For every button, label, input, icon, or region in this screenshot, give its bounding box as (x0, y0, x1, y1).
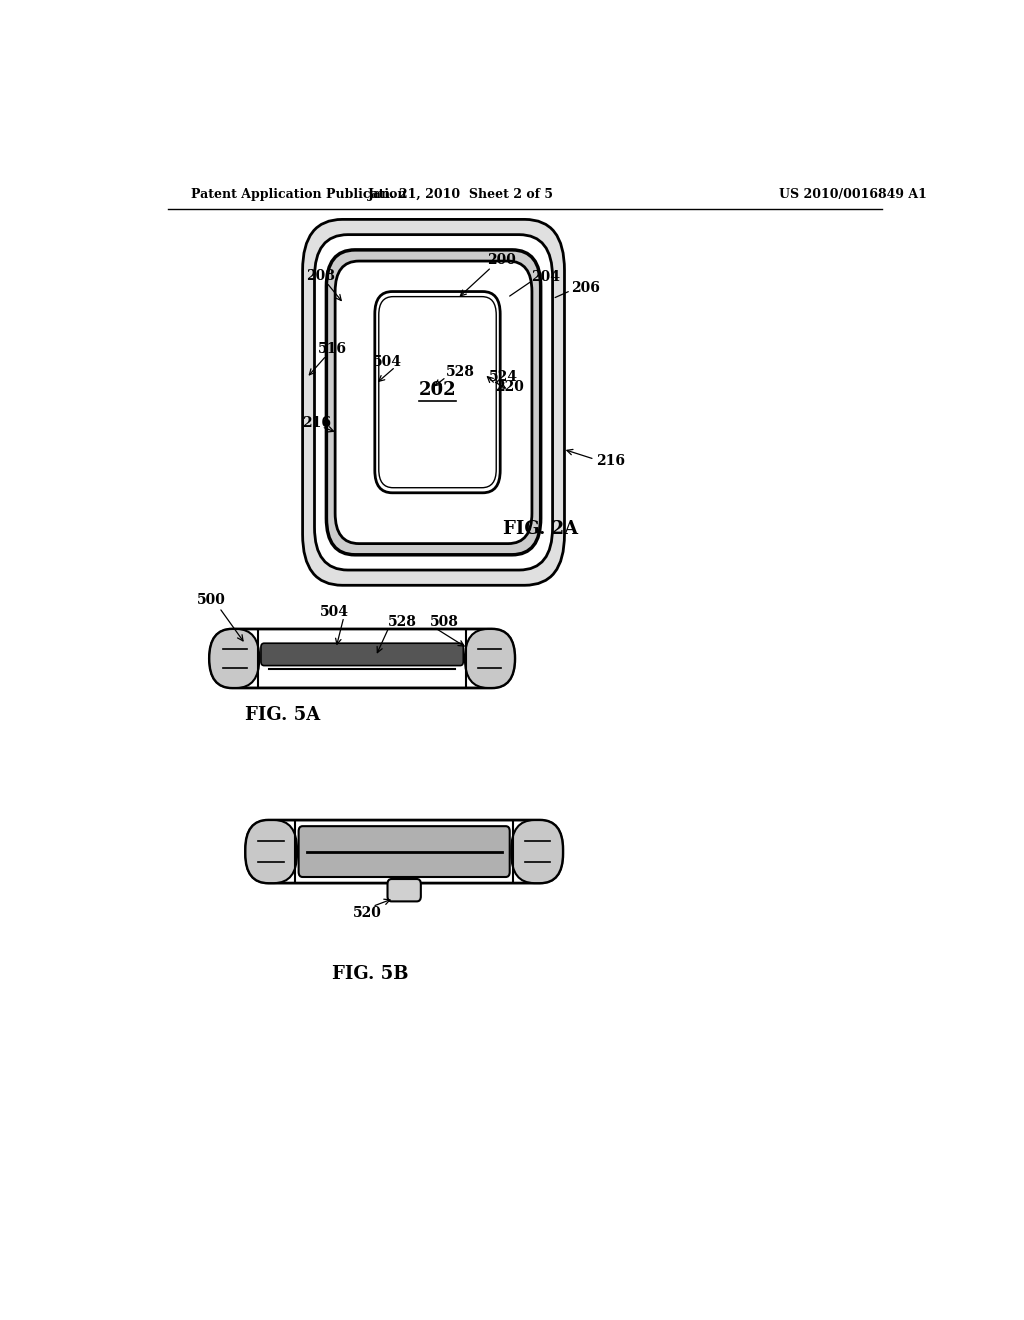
FancyBboxPatch shape (303, 219, 564, 585)
Text: FIG. 5A: FIG. 5A (245, 706, 321, 725)
Text: 202: 202 (419, 381, 457, 399)
Text: 516: 516 (318, 342, 347, 356)
Text: 216: 216 (596, 454, 626, 469)
FancyBboxPatch shape (387, 879, 421, 902)
Text: 504: 504 (319, 605, 348, 619)
FancyBboxPatch shape (314, 235, 553, 570)
FancyBboxPatch shape (246, 820, 297, 883)
Text: FIG. 5B: FIG. 5B (332, 965, 409, 982)
Text: 204: 204 (531, 271, 560, 284)
Text: 504: 504 (373, 355, 401, 368)
FancyBboxPatch shape (335, 261, 531, 544)
Text: US 2010/0016849 A1: US 2010/0016849 A1 (778, 189, 927, 202)
FancyBboxPatch shape (327, 249, 541, 554)
FancyBboxPatch shape (209, 630, 515, 688)
Text: 528: 528 (388, 615, 417, 628)
Text: Jan. 21, 2010  Sheet 2 of 5: Jan. 21, 2010 Sheet 2 of 5 (369, 189, 554, 202)
FancyBboxPatch shape (246, 820, 563, 883)
FancyBboxPatch shape (209, 630, 259, 688)
FancyBboxPatch shape (299, 826, 510, 876)
Text: 508: 508 (430, 615, 459, 628)
Text: 220: 220 (495, 380, 523, 395)
Text: FIG. 2A: FIG. 2A (503, 520, 579, 539)
FancyBboxPatch shape (261, 643, 463, 665)
Text: 208: 208 (306, 269, 335, 284)
Text: 500: 500 (197, 593, 225, 606)
Text: 520: 520 (353, 906, 382, 920)
Text: 524: 524 (489, 370, 518, 384)
Text: 206: 206 (570, 281, 600, 296)
FancyBboxPatch shape (465, 630, 515, 688)
FancyBboxPatch shape (375, 292, 500, 492)
Text: 216: 216 (302, 416, 331, 430)
Text: Patent Application Publication: Patent Application Publication (191, 189, 407, 202)
FancyBboxPatch shape (511, 820, 563, 883)
Text: 528: 528 (445, 364, 474, 379)
Text: 200: 200 (486, 253, 515, 267)
